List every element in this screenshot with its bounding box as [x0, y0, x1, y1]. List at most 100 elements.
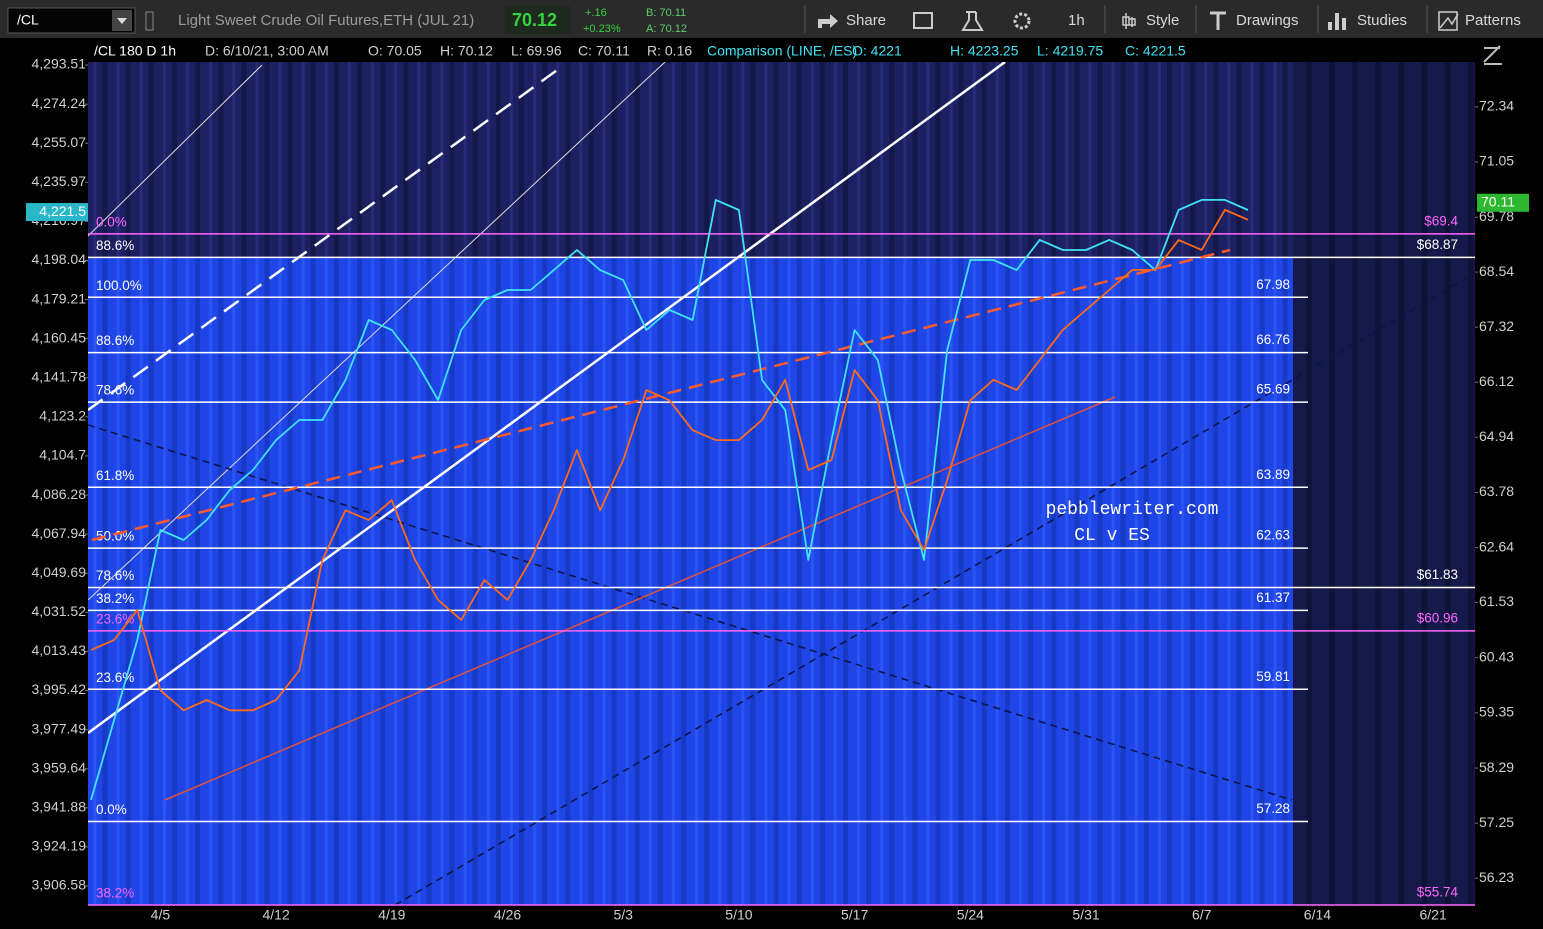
cmp-close: C: 4221.5: [1125, 43, 1186, 59]
level-price: 62.63: [1256, 528, 1290, 543]
series-line: [90, 199, 1249, 801]
drawings-button[interactable]: Drawings: [1236, 12, 1299, 29]
upper-zone: [88, 42, 1293, 258]
style-icon: [1122, 13, 1136, 29]
y-tick-label: 3,906.58: [32, 877, 87, 893]
y2-tick-label: 62.64: [1479, 538, 1514, 554]
bar-close: C: 70.11: [578, 43, 630, 59]
trend-line: [88, 60, 1006, 735]
bar-date: D: 6/10/21, 3:00 AM: [205, 43, 329, 59]
x-tick-label: 5/24: [957, 907, 984, 923]
description: Light Sweet Crude Oil Futures,ETH (JUL 2…: [178, 12, 474, 29]
y2-tick-label: 66.12: [1479, 373, 1514, 389]
link-icon[interactable]: [145, 11, 154, 31]
patterns-button[interactable]: Patterns: [1465, 12, 1521, 29]
level-ratio: 88.6%: [96, 333, 134, 348]
y-tick-label: 4,123.2: [39, 408, 86, 424]
y2-tick-label: 60.43: [1479, 648, 1514, 664]
y2-tick-label: 71.05: [1479, 153, 1514, 169]
level-price: $68.87: [1417, 237, 1458, 252]
trend-line: [164, 396, 1116, 801]
y-tick-label: 4,198.04: [32, 251, 87, 267]
x-tick-label: 4/5: [151, 907, 171, 923]
interval-button[interactable]: 1h: [1068, 12, 1085, 29]
trend-line: [88, 64, 263, 237]
share-button[interactable]: Share: [846, 12, 886, 29]
y2-tick-label: 58.29: [1479, 759, 1514, 775]
level-ratio: 0.0%: [96, 802, 127, 817]
y-tick-label: 3,977.49: [32, 720, 87, 736]
fib-levels: 0.0% $69.4 88.6% $68.87 100.0% 67.98 88.6% 66.7…: [88, 213, 1475, 906]
y-tick-label: 4,293.51: [32, 56, 87, 72]
level-price: 59.81: [1256, 669, 1290, 684]
trend-line: [394, 272, 1475, 905]
settings-icon[interactable]: [1013, 12, 1031, 30]
studies-button[interactable]: Studies: [1357, 12, 1407, 29]
x-tick-label: 5/31: [1072, 907, 1099, 923]
trend-line: [91, 248, 1231, 542]
last-marker-box: [26, 203, 88, 222]
last-marker: 4,221.5: [39, 203, 86, 219]
y2-tick-label: 59.35: [1479, 704, 1514, 720]
cmp-low: L: 4219.75: [1037, 43, 1103, 59]
drawings-icon: [1210, 11, 1226, 30]
bar-low: L: 69.96: [511, 43, 562, 59]
y-tick-label: 4,049.69: [32, 564, 87, 580]
level-ratio: 78.6%: [96, 383, 134, 398]
patterns-icon: [1438, 11, 1459, 31]
series-line: [90, 208, 1249, 712]
comparison-label: Comparison (LINE, /ES): [707, 43, 857, 59]
lab-icon[interactable]: [961, 11, 984, 31]
symbol: /CL: [17, 12, 39, 28]
bar-open: O: 70.05: [368, 43, 422, 59]
dropdown-arrow: [117, 18, 127, 24]
x-tick-label: 4/26: [494, 907, 521, 923]
expand-icon[interactable]: [1483, 45, 1502, 65]
y2-tick-label: 63.78: [1479, 483, 1514, 499]
snapshot-icon[interactable]: [913, 12, 933, 29]
last-box: [505, 6, 571, 34]
fib-zone: [88, 258, 1293, 905]
level-ratio: 38.2%: [96, 886, 134, 901]
x-tick-label: 4/19: [378, 907, 405, 923]
level-price: $60.96: [1417, 610, 1458, 625]
share-icon: [818, 14, 838, 28]
y-tick-label: 4,255.07: [32, 134, 87, 150]
level-price: 61.37: [1256, 590, 1290, 605]
level-price: $55.74: [1417, 885, 1459, 900]
y2-tick-label: 56.23: [1479, 869, 1514, 885]
x-tick-label: 4/12: [262, 907, 289, 923]
y-tick-label: 4,104.7: [39, 447, 86, 463]
y-tick-label: 4,141.78: [32, 368, 87, 384]
level-ratio: 88.6%: [96, 238, 134, 253]
y2-tick-label: 57.25: [1479, 814, 1514, 830]
level-ratio: 38.2%: [96, 591, 134, 606]
level-ratio: 100.0%: [96, 278, 142, 293]
y2-tick-label: 69.78: [1479, 208, 1514, 224]
y2-tick-label: 72.34: [1479, 98, 1514, 114]
series-layer: [90, 199, 1249, 801]
bid: B: 70.11: [646, 7, 686, 19]
last-price: 70.12: [512, 10, 557, 30]
study-label: /CL 180 D 1h: [94, 43, 176, 59]
x-tick-label: 5/17: [841, 907, 868, 923]
x-tick-label: 6/7: [1192, 907, 1212, 923]
level-ratio: 0.0%: [96, 214, 127, 229]
trend-line: [88, 61, 666, 601]
y-tick-label: 4,086.28: [32, 486, 87, 502]
y-tick-label: 3,924.19: [32, 838, 87, 854]
change-pct: +0.23%: [583, 23, 621, 35]
level-price: 67.98: [1256, 277, 1290, 292]
y-tick-label: 3,995.42: [32, 681, 87, 697]
y-tick-label: 3,941.88: [32, 799, 87, 815]
bar-range: R: 0.16: [647, 43, 692, 59]
x-tick-label: 5/3: [613, 907, 633, 923]
y-tick-label: 4,179.21: [32, 290, 87, 306]
style-button[interactable]: Style: [1146, 12, 1179, 29]
level-price: 65.69: [1256, 382, 1290, 397]
level-price: $69.4: [1424, 213, 1458, 228]
level-price: 57.28: [1256, 801, 1290, 816]
cmp-open: O: 4221: [852, 43, 902, 59]
change: +.16: [585, 7, 607, 19]
